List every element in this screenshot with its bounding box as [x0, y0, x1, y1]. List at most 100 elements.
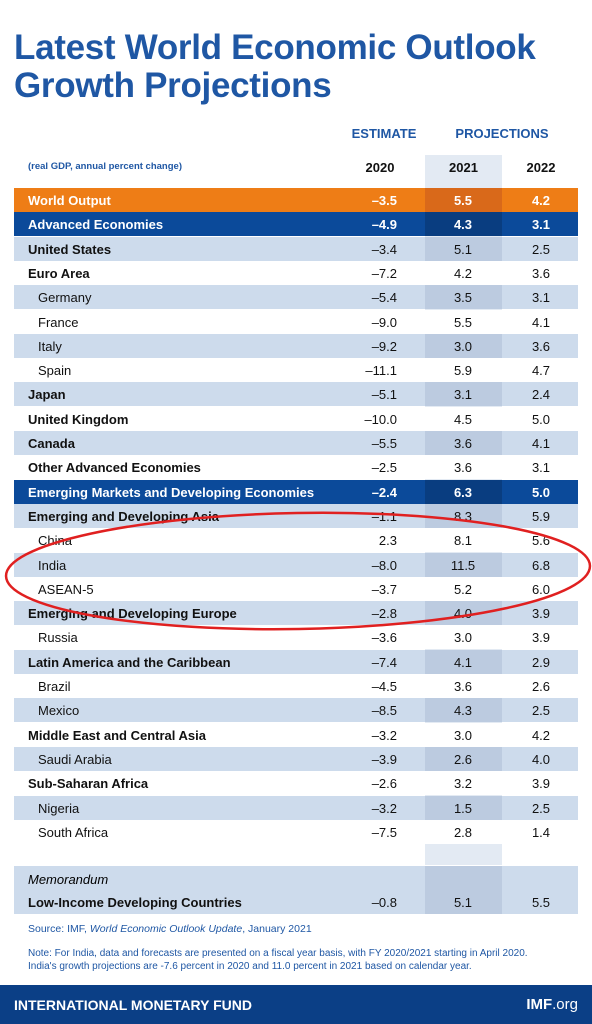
cell-value: 2.5	[531, 703, 551, 719]
cell-value: –2.6	[371, 776, 397, 792]
table-row: France –9.0 5.5 4.1	[14, 309, 578, 334]
table-row: Middle East and Central Asia –3.2 3.0 4.2	[14, 722, 578, 747]
column-shade	[425, 236, 502, 261]
cell-value: 3.1	[531, 290, 551, 306]
column-shade	[425, 188, 502, 212]
row-name: Canada	[28, 436, 75, 451]
table-row: United States –3.4 5.1 2.5	[14, 236, 578, 261]
table-row: Emerging Markets and Developing Economie…	[14, 479, 578, 504]
table-row: Brazil –4.5 3.6 2.6	[14, 674, 578, 698]
note-line: Note: For India, data and forecasts are …	[28, 948, 528, 959]
cell-value: 5.5	[453, 314, 473, 330]
table-row: Euro Area –7.2 4.2 3.6	[14, 260, 578, 285]
table-row: Nigeria –3.2 1.5 2.5	[14, 795, 578, 820]
highlight-ellipse	[4, 511, 592, 631]
cell-value: –11.1	[365, 363, 397, 379]
cell-value: 5.0	[531, 411, 551, 427]
cell-value: 2.8	[453, 824, 473, 840]
row-name: Sub-Saharan Africa	[28, 776, 149, 792]
cell-value: 4.0	[531, 751, 551, 767]
table-row: Sub-Saharan Africa –2.6 3.2 3.9	[14, 771, 578, 796]
cell-value: –9.0	[371, 314, 397, 330]
estimate-label: ESTIMATE	[351, 126, 417, 141]
source-publication: World Economic Outlook Update	[89, 923, 243, 935]
source-text: , January 2021	[242, 923, 312, 935]
row-name: Emerging Markets and Developing Economie…	[28, 484, 315, 500]
row-name: Italy	[38, 338, 62, 354]
row-name: Germany	[38, 290, 92, 306]
column-shade	[425, 479, 502, 504]
cell-value: 3.9	[531, 630, 551, 646]
cell-value: –3.4	[371, 241, 397, 257]
cell-value: 1.5	[453, 800, 473, 816]
footer-org: INTERNATIONAL MONETARY FUND	[14, 997, 252, 1013]
cell-value: 4.2	[531, 727, 551, 743]
title-line: Growth Projections	[14, 66, 332, 105]
column-shade	[425, 382, 502, 407]
row-name: Brazil	[38, 679, 71, 694]
cell-value: 3.1	[453, 387, 473, 403]
cell-value: –3.7	[371, 581, 397, 597]
cell-value: –3.9	[371, 751, 397, 767]
cell-value: 2.6	[453, 751, 473, 767]
table-row: ASEAN-5 –3.7 5.2 6.0	[14, 576, 578, 601]
row-name: Spain	[38, 363, 72, 379]
cell-value: 5.1	[453, 241, 473, 257]
cell-value: 2.5	[531, 800, 551, 816]
year: 2022	[526, 160, 556, 175]
table-row: Saudi Arabia –3.9 2.6 4.0	[14, 746, 578, 771]
row-name: United States	[28, 241, 112, 257]
cell-value: 3.2	[453, 776, 473, 792]
cell-value: 11.5	[450, 557, 476, 573]
row-name: South Africa	[38, 824, 109, 840]
cell-value: 4.1	[453, 654, 473, 670]
cell-value: 5.0	[531, 484, 551, 500]
projections-label: PROJECTIONS	[455, 126, 549, 141]
cell-value: 2.3	[378, 533, 397, 549]
row-name: Euro Area	[28, 265, 90, 281]
cell-value: 5.5	[453, 193, 473, 208]
cell-value: 3.6	[453, 460, 473, 476]
row-name: France	[38, 314, 79, 330]
cell-value: 3.5	[453, 290, 473, 306]
table-row: Latin America and the Caribbean –7.4 4.1 2.…	[14, 649, 578, 674]
year: 2021	[449, 160, 478, 175]
table-row: Low-Income Developing Countries –0.8 5.1 5.…	[14, 890, 578, 914]
cell-value: 2.4	[531, 387, 551, 403]
table-row: Spain –11.1 5.9 4.7	[14, 358, 578, 383]
column-shade	[425, 866, 502, 914]
table-row: Germany –5.4 3.5 3.1	[14, 285, 578, 310]
table-row: Mexico –8.5 4.3 2.5	[14, 698, 578, 723]
row-name: Low-Income Developing Countries	[28, 895, 242, 910]
row-name: Japan	[28, 387, 66, 403]
source: Source: IMF, World Economic Outlook Upda…	[28, 922, 312, 936]
title-line: Latest World Economic Outlook	[14, 28, 536, 67]
note-line: India's growth projections are -7.6 perc…	[28, 961, 472, 972]
column-shade	[425, 212, 502, 237]
cell-value: –3.6	[371, 630, 397, 646]
cell-value: 6.0	[531, 581, 551, 597]
cell-value: 6.8	[531, 557, 551, 573]
row-name: Emerging and Developing Europe	[28, 606, 237, 622]
cell-value: 5.1	[453, 895, 473, 910]
footer-site-rest: .org	[552, 996, 578, 1013]
row-name: Middle East and Central Asia	[28, 727, 206, 743]
cell-value: –8.0	[371, 557, 397, 573]
cell-value: 3.1	[531, 460, 551, 476]
memorandum-label: Memorandum	[28, 872, 109, 887]
row-name: ASEAN-5	[38, 581, 94, 597]
table-row: Canada –5.5 3.6 4.1	[14, 431, 578, 455]
cell-value: –3.2	[371, 800, 397, 816]
column-shade	[425, 333, 502, 358]
cell-value: 8.1	[453, 533, 473, 549]
cell-value: 5.9	[531, 508, 551, 524]
table-row: United Kingdom –10.0 4.5 5.0	[14, 406, 578, 431]
cell-value: –7.2	[371, 265, 397, 281]
source-text: Source: IMF,	[28, 923, 90, 935]
cell-value: –5.1	[371, 387, 397, 403]
cell-value: –10.0	[364, 411, 397, 427]
cell-value: 3.0	[453, 727, 473, 743]
cell-value: 6.3	[453, 484, 473, 500]
